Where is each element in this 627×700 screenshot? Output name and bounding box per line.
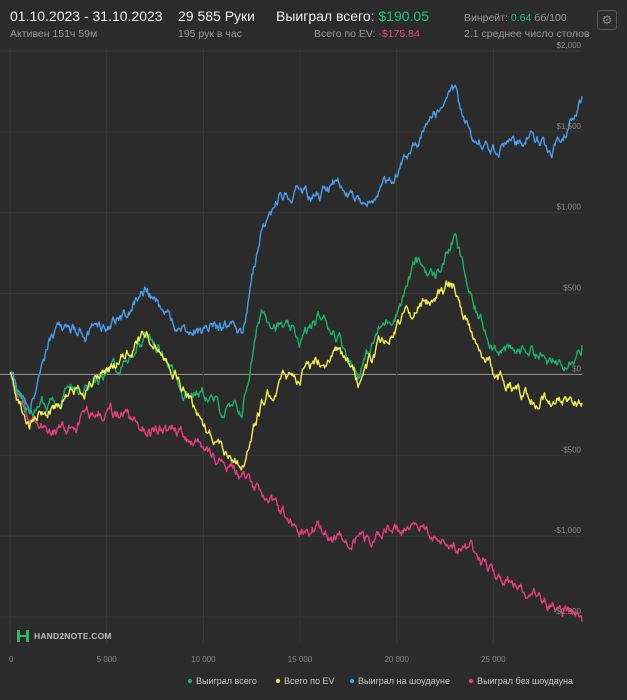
- stats-header: 01.10.2023 - 31.10.2023 Активен 151ч 59м…: [0, 0, 627, 48]
- series-line: [9, 280, 583, 471]
- tables-average: 2.1 среднее число столов: [464, 28, 590, 40]
- ev-total-value: -$175.84: [378, 28, 420, 40]
- hands-count: 29 585 Руки: [178, 8, 255, 24]
- legend-marker: [468, 678, 474, 684]
- won-total: Выиграл всего: $190.05: [276, 8, 429, 24]
- series-line: [9, 84, 583, 415]
- settings-button[interactable]: ⚙: [597, 10, 617, 30]
- x-tick-label: 25 000: [481, 655, 506, 664]
- y-tick-label: -$1,500: [554, 607, 582, 616]
- winrate-label: Винрейт:: [464, 12, 508, 24]
- gear-icon: ⚙: [601, 13, 613, 27]
- legend-marker: [275, 678, 281, 684]
- x-tick-label: 10 000: [191, 655, 216, 664]
- y-tick-label: $1,000: [557, 203, 582, 212]
- y-axis-ticks: $2,000$1,500$1,000$500$0-$500-$1,000-$1,…: [554, 41, 582, 616]
- series-line: [9, 371, 583, 622]
- winrate-unit: бб/100: [534, 12, 567, 24]
- active-time: Активен 151ч 59м: [10, 28, 98, 40]
- ev-total-label: Всего по EV:: [314, 28, 376, 40]
- x-tick-label: 5 000: [97, 655, 118, 664]
- legend-label: Выиграл без шоудауна: [477, 676, 573, 686]
- y-tick-label: $2,000: [557, 41, 582, 50]
- legend-label: Всего по EV: [284, 676, 334, 686]
- y-tick-label: $500: [563, 284, 581, 293]
- x-tick-label: 20 000: [384, 655, 409, 664]
- series-line: [9, 233, 583, 419]
- hand2note-logo: HAND2NOTE.COM: [17, 630, 112, 642]
- winrate: Винрейт: 0.64 бб/100: [464, 12, 567, 24]
- y-tick-label: $0: [572, 364, 581, 373]
- chart-legend: Выиграл всего Всего по EV Выиграл на шоуда…: [187, 676, 573, 686]
- ev-total: Всего по EV: -$175.84: [314, 28, 420, 40]
- date-range[interactable]: 01.10.2023 - 31.10.2023: [10, 8, 163, 24]
- series-lines: [9, 84, 583, 622]
- legend-label: Выиграл всего: [196, 676, 257, 686]
- y-tick-label: -$500: [561, 445, 582, 454]
- x-tick-label: 15 000: [288, 655, 313, 664]
- logo-icon: [17, 630, 29, 642]
- hands-per-hour: 195 рук в час: [178, 28, 242, 40]
- x-tick-label: 0: [9, 655, 14, 664]
- won-total-label: Выиграл всего:: [276, 8, 375, 24]
- won-total-value: $190.05: [378, 8, 429, 24]
- y-tick-label: -$1,000: [554, 526, 582, 535]
- logo-text: HAND2NOTE.COM: [34, 631, 112, 641]
- winrate-value: 0.64: [510, 12, 532, 24]
- legend-label: Выиграл на шоудауне: [358, 676, 450, 686]
- legend-marker: [349, 678, 355, 684]
- legend-marker: [187, 678, 193, 684]
- x-axis-ticks: 0 5 000 10 000 15 000 20 000 25 000: [9, 655, 506, 664]
